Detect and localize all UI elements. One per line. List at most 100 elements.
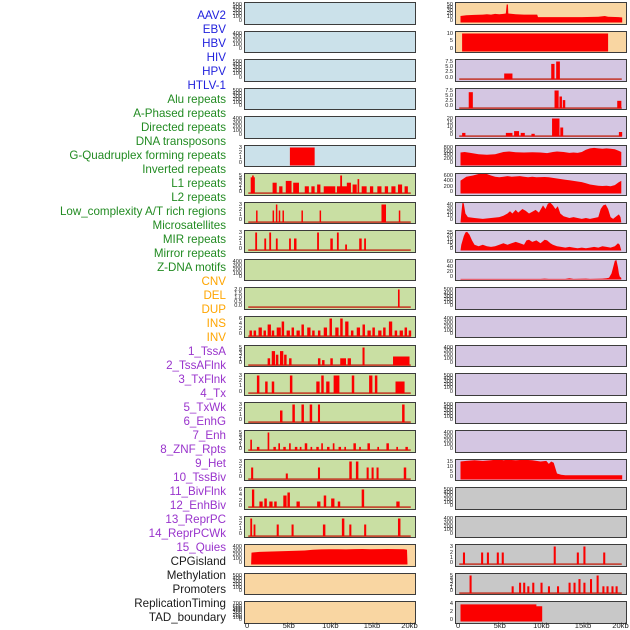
y-tick-label: 2	[449, 582, 453, 589]
bar	[278, 210, 281, 223]
y-tick-label: 0	[238, 388, 242, 395]
bar	[364, 524, 367, 537]
y-tick-label: 300	[232, 262, 242, 269]
row-label-replicationtiming: ReplicationTiming	[134, 597, 226, 610]
y-tick-label: 100	[443, 527, 453, 534]
bar	[562, 99, 566, 109]
y-tick-label: 4	[238, 492, 242, 499]
bar	[362, 324, 365, 337]
bar	[376, 467, 379, 480]
track-replicationtiming	[455, 572, 627, 596]
y-tick-label: 0	[449, 502, 453, 509]
bar	[374, 375, 378, 394]
y-tick-label: 5	[449, 38, 453, 45]
y-tick-label: 2	[238, 353, 242, 360]
track-z-dna-motifs	[244, 515, 416, 539]
track-plot-11-bivflnk	[456, 346, 626, 367]
y-tick-label: 40	[446, 5, 453, 12]
y-tick-label: 0	[449, 131, 453, 138]
track-plot-3-txflnk	[459, 118, 623, 137]
y-tick-label: 800	[443, 144, 453, 151]
bar	[349, 524, 352, 537]
area-profile	[458, 232, 623, 251]
bar	[556, 61, 560, 80]
y-tick-label: 100	[443, 327, 453, 334]
bar	[289, 238, 291, 251]
y-tick-label: 100	[232, 585, 242, 592]
y-tick-label: 0	[449, 616, 453, 623]
track-plot-8-znf-rpts	[458, 259, 623, 280]
track-mirror-repeats	[244, 487, 416, 510]
y-tick-label: 5	[449, 242, 453, 249]
bar	[273, 447, 276, 451]
y-tick-label: 15	[446, 120, 453, 127]
y-tick-label: 200	[232, 552, 242, 559]
bar	[394, 330, 398, 337]
track-plot-cpgisland	[456, 488, 626, 509]
y-tick-label: 3	[238, 373, 242, 380]
y-tick-label: 300	[232, 8, 242, 15]
track-2-tssaflnk	[455, 87, 627, 111]
y-tick-label: 2	[449, 549, 453, 556]
track-dna-transposons	[244, 258, 416, 282]
bar	[350, 330, 354, 337]
y-tick-label: 0	[238, 502, 242, 509]
bar	[285, 181, 292, 194]
bar	[552, 118, 560, 137]
track-plot-mir-repeats	[248, 461, 411, 480]
bar	[578, 578, 581, 594]
bar	[404, 327, 408, 337]
bar	[278, 443, 280, 451]
bar	[286, 330, 290, 337]
y-tick-label: 2	[238, 378, 242, 385]
bar	[391, 186, 396, 194]
bar	[259, 501, 263, 508]
track-methylation	[455, 515, 627, 539]
y-tick-label: 300	[232, 579, 242, 586]
bar	[267, 357, 271, 366]
row-label-5-txwk: 5_TxWk	[183, 401, 226, 414]
bar	[289, 375, 293, 394]
y-tick-label: 600	[443, 173, 453, 180]
bar	[301, 324, 304, 337]
y-tick-label: 200	[443, 410, 453, 417]
bar	[402, 404, 405, 423]
bar	[289, 443, 291, 451]
bar	[359, 238, 362, 251]
track-plot-hiv	[245, 89, 415, 110]
row-label-dup: DUP	[201, 303, 226, 316]
area-profile	[458, 604, 623, 622]
row-label-hbv: HBV	[202, 37, 226, 50]
bar	[337, 501, 341, 508]
bar	[323, 327, 328, 337]
y-tick-label: 0.0	[445, 74, 453, 81]
bar	[331, 498, 335, 508]
y-ticks-ins: 50 40 30 20 10 0	[434, 2, 454, 25]
y-ticks-15-quies: 15 10 5 0	[434, 459, 454, 482]
x-axis-label-20kb: 20kb	[401, 620, 418, 630]
bar	[396, 501, 400, 508]
bar	[274, 501, 277, 508]
y-tick-label: 200	[443, 523, 453, 530]
track-hpv	[244, 116, 416, 139]
track-plot-g-quadruplex-forming-repeats	[248, 289, 411, 309]
y-ticks-dup: 700 600 500 400 300 200 100 0	[223, 601, 243, 624]
bar	[340, 357, 346, 366]
y-tick-label: 2	[238, 520, 242, 527]
y-ticks-hpv: 400 300 200 100 0	[223, 116, 243, 139]
y-tick-label: 3	[238, 458, 242, 465]
bar	[296, 330, 300, 337]
y-tick-label: 0	[449, 388, 453, 395]
y-tick-label: 100	[232, 42, 242, 49]
y-tick-label: 100	[232, 270, 242, 277]
bar	[504, 73, 513, 80]
y-tick-label: 400	[232, 116, 242, 123]
bar	[583, 546, 586, 565]
track-plot-replicationtiming	[459, 575, 622, 594]
row-label-htlv-1: HTLV-1	[187, 79, 226, 92]
y-tick-label: 400	[443, 290, 453, 297]
bar	[344, 447, 346, 451]
bar	[340, 175, 343, 194]
